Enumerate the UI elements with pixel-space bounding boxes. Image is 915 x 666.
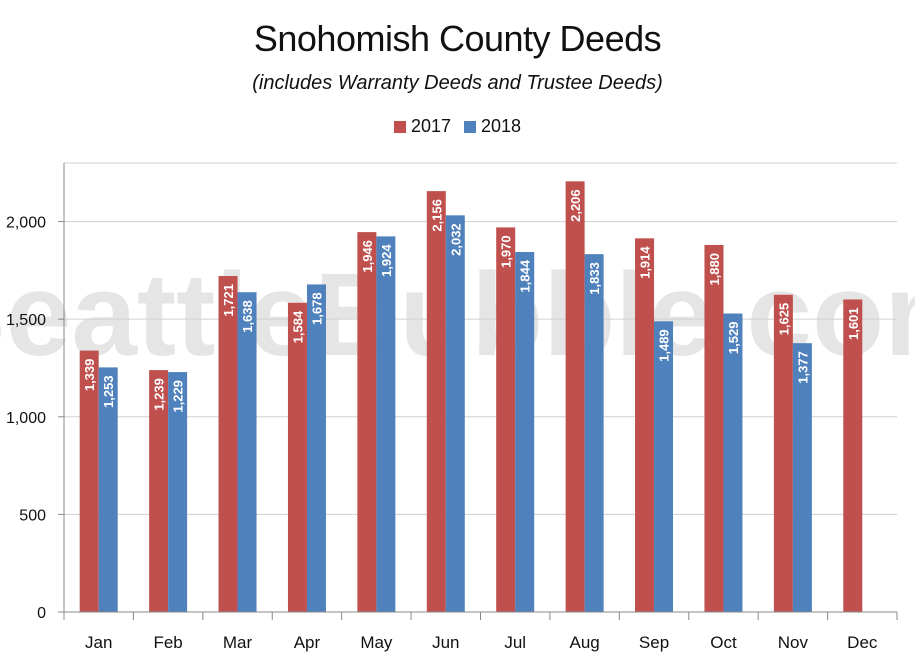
gridlines xyxy=(64,162,897,515)
bar-2018-sep xyxy=(654,321,674,612)
data-label-2018-jan: 1,253 xyxy=(101,375,116,408)
legend-item-2018: 2018 xyxy=(464,116,521,137)
data-label-2018-jun: 2,032 xyxy=(448,223,463,256)
data-label-2018-oct: 1,529 xyxy=(726,322,741,355)
chart-title: Snohomish County Deeds xyxy=(253,18,662,59)
legend-item-2017: 2017 xyxy=(393,116,451,137)
y-tick-label: 2,000 xyxy=(6,215,46,232)
y-tick-label: 0 xyxy=(37,605,46,622)
x-tick-label-apr: Apr xyxy=(294,633,321,652)
data-label-2017-nov: 1,625 xyxy=(776,303,791,336)
chart-subtitle: (includes Warranty Deeds and Trustee Dee… xyxy=(252,72,663,94)
data-label-2018-aug: 1,833 xyxy=(587,262,602,295)
bar-2018-jul xyxy=(515,252,535,612)
bar-2018-may xyxy=(376,236,396,612)
data-label-2018-apr: 1,678 xyxy=(309,292,324,325)
y-tick-label: 1,000 xyxy=(6,410,46,427)
x-tick-label-aug: Aug xyxy=(570,633,600,652)
bar-2017-jul xyxy=(496,227,516,612)
bar-2017-nov xyxy=(773,294,793,612)
data-label-2017-dec: 1,601 xyxy=(846,307,861,340)
bar-2018-feb xyxy=(168,372,188,612)
data-label-2018-may: 1,924 xyxy=(379,244,394,277)
x-tick-label-jul: Jul xyxy=(504,633,526,652)
data-label-2018-feb: 1,229 xyxy=(171,380,186,413)
bar-2017-jun xyxy=(426,191,446,612)
x-tick-label-oct: Oct xyxy=(710,633,737,652)
x-tick-label-jan: Jan xyxy=(85,633,112,652)
bar-2017-jan xyxy=(79,350,99,612)
bar-2018-oct xyxy=(723,313,743,612)
x-tick-label-sep: Sep xyxy=(639,633,669,652)
bars: 1,339 1,239 1,721 1,584 1,946 2,156 1,970 2,206… xyxy=(79,181,863,613)
x-tick-label-feb: Feb xyxy=(153,633,182,652)
data-label-2017-apr: 1,584 xyxy=(290,310,305,343)
bar-2017-feb xyxy=(149,370,169,612)
bar-2018-jan xyxy=(98,367,118,612)
bar-2018-nov xyxy=(792,343,812,612)
data-label-2018-jul: 1,844 xyxy=(518,259,533,292)
bar-2017-sep xyxy=(635,238,655,612)
legend-swatch-2017 xyxy=(393,120,406,133)
bar-2017-aug xyxy=(565,181,585,612)
data-label-2017-jun: 2,156 xyxy=(429,199,444,232)
legend-swatch-2018 xyxy=(464,120,476,133)
legend: 2017 2018 xyxy=(0,116,915,138)
x-tick-label-may: May xyxy=(360,633,393,652)
y-tick-label: 500 xyxy=(19,507,46,524)
bar-2017-oct xyxy=(704,244,724,612)
bar-2018-apr xyxy=(306,284,326,612)
x-tick-label-dec: Dec xyxy=(847,633,878,652)
data-label-2018-sep: 1,489 xyxy=(657,329,672,362)
bar-2017-may xyxy=(357,232,377,612)
bar-2017-mar xyxy=(218,276,238,612)
legend-label-2017: 2017 xyxy=(410,116,451,136)
bar-2018-aug xyxy=(584,254,604,613)
data-label-2017-aug: 2,206 xyxy=(568,189,583,222)
data-label-2018-mar: 1,638 xyxy=(240,300,255,333)
bar-2018-jun xyxy=(445,215,465,612)
data-label-2018-nov: 1,377 xyxy=(795,351,810,384)
data-label-2017-sep: 1,914 xyxy=(638,246,653,279)
data-label-2017-jan: 1,339 xyxy=(82,359,97,392)
x-tick-label-jun: Jun xyxy=(432,633,459,652)
x-tick-label-nov: Nov xyxy=(778,633,809,652)
y-tick-label: 1,500 xyxy=(6,312,46,329)
axes: 0 500 1,000 1,500 2,000 Jan Feb Mar Apr May Jun Jul… xyxy=(6,163,898,652)
bar-2017-dec xyxy=(843,299,863,612)
data-label-2017-feb: 1,239 xyxy=(152,378,167,411)
data-label-2017-may: 1,946 xyxy=(360,240,375,273)
data-label-2017-oct: 1,880 xyxy=(707,253,722,286)
x-tick-label-mar: Mar xyxy=(223,633,253,652)
data-label-2017-jul: 1,970 xyxy=(499,235,514,268)
legend-label-2018: 2018 xyxy=(481,116,522,136)
bar-2018-mar xyxy=(237,292,257,612)
bar-2017-apr xyxy=(287,302,307,612)
data-label-2017-mar: 1,721 xyxy=(221,284,236,317)
